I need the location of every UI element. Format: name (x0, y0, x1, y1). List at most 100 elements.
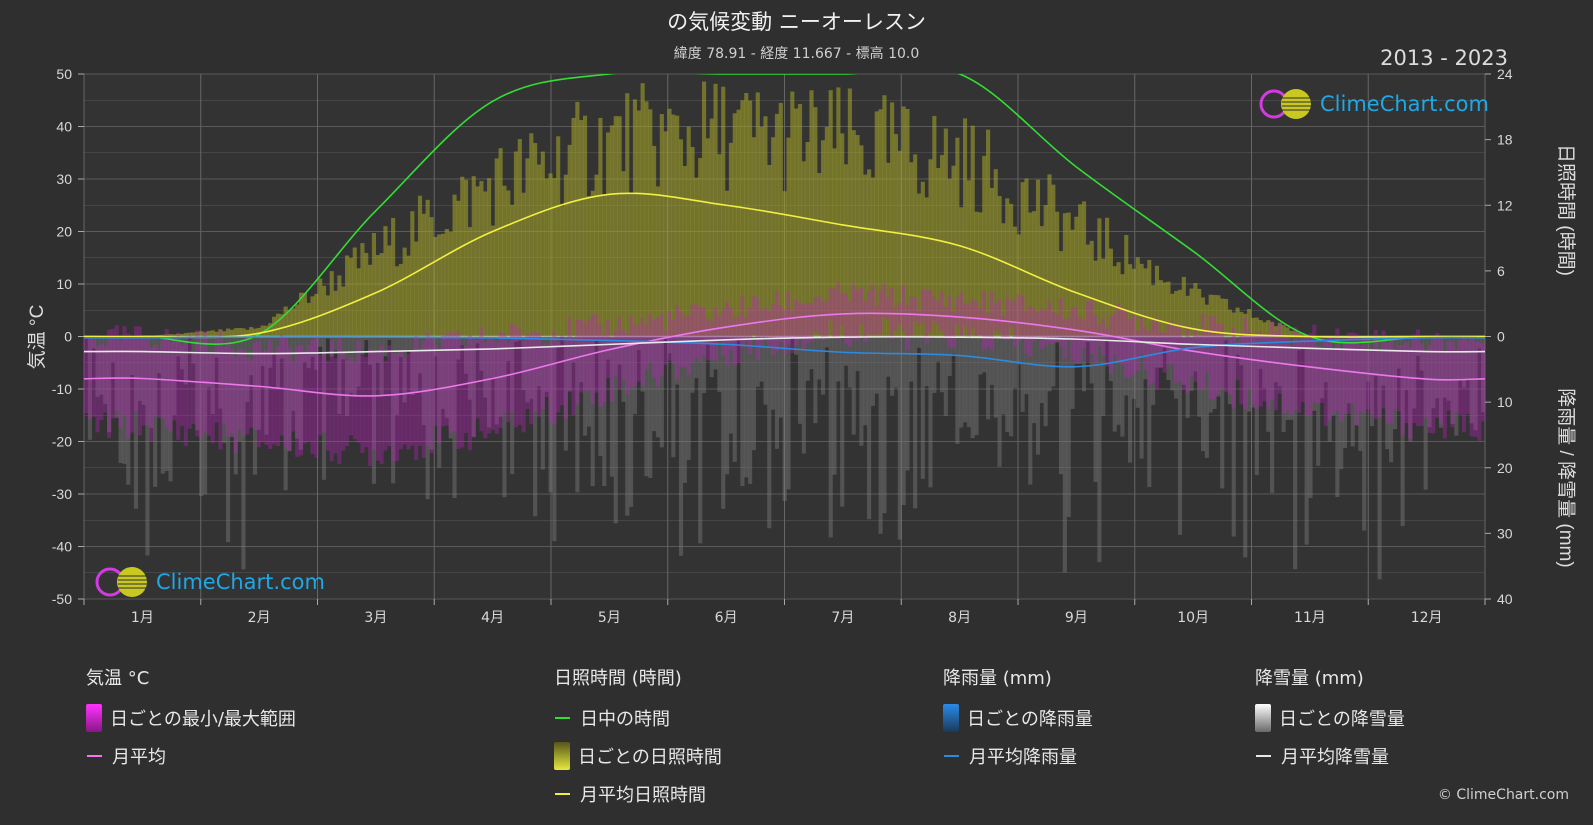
daily-precip-bar (905, 336, 910, 471)
daily-sunshine-bar (813, 107, 818, 337)
daily-temp-range-bar (713, 307, 718, 361)
daily-precip-bar (1461, 336, 1467, 388)
daily-precip-bar (1273, 336, 1279, 383)
daily-sunshine-bar (414, 241, 419, 337)
daily-temp-range-bar (487, 337, 492, 434)
daily-sunshine-bar (1051, 184, 1056, 337)
daily-precip-bar (1212, 336, 1217, 410)
daily-precip-bar (103, 336, 108, 404)
daily-precip-bar (295, 336, 300, 439)
daily-precip-bar (648, 336, 653, 478)
daily-precip-bar (1342, 336, 1348, 449)
daily-sunshine-bar (210, 330, 215, 337)
daily-sunshine-bar (1154, 265, 1160, 337)
daily-temp-range-bar (1308, 333, 1313, 416)
daily-temp-range-bar (859, 287, 864, 324)
daily-precip-bar (1408, 336, 1413, 442)
daily-precip-bar (855, 336, 860, 372)
daily-sunshine-bar (298, 292, 304, 337)
daily-temp-range-bar (302, 351, 307, 444)
daily-precip-bar (1346, 336, 1351, 404)
daily-sunshine-bar (694, 177, 699, 337)
daily-sunshine-bar (582, 115, 588, 337)
daily-temp-range-bar (1258, 331, 1263, 407)
daily-sunshine-bar (890, 102, 895, 337)
daily-temp-range-bar (1469, 336, 1474, 437)
daily-temp-range-bar (582, 322, 588, 391)
daily-temp-range-bar (1185, 326, 1190, 393)
daily-sunshine-bar (648, 109, 653, 337)
daily-temp-range-bar (460, 344, 465, 448)
daily-temp-range-bar (368, 349, 373, 466)
daily-sunshine-bar (771, 137, 776, 337)
daily-precip-bar (1477, 336, 1482, 349)
daily-precip-bar (1227, 336, 1232, 405)
daily-temp-range-bar (959, 292, 964, 336)
daily-precip-bar (529, 336, 534, 399)
daily-sunshine-bar (463, 179, 469, 337)
daily-precip-bar (974, 336, 979, 436)
logo-bottom[interactable]: ClimeChart.com (94, 566, 325, 598)
daily-temp-range-bar (759, 309, 764, 348)
daily-sunshine-bar (832, 148, 837, 337)
logo-top[interactable]: ClimeChart.com (1258, 88, 1489, 120)
daily-temp-range-bar (701, 308, 707, 356)
daily-precip-bar (870, 336, 876, 406)
daily-sunshine-bar (1235, 307, 1240, 337)
daily-temp-range-bar (782, 309, 787, 354)
daily-sunshine-bar (782, 191, 787, 337)
x-tick-label: 1月 (131, 610, 154, 626)
daily-precip-bar (275, 336, 281, 390)
legend-label: 月平均降雪量 (1281, 747, 1389, 768)
daily-sunshine-bar (1012, 226, 1018, 337)
daily-precip-bar (828, 336, 833, 538)
daily-sunshine-bar (1181, 276, 1186, 337)
daily-precip-bar (379, 336, 384, 396)
daily-temp-range-bar (606, 318, 611, 379)
daily-sunshine-bar (636, 110, 641, 337)
daily-temp-range-bar (913, 297, 918, 322)
daily-temp-range-bar (794, 299, 799, 347)
daily-precip-bar (1231, 336, 1236, 537)
daily-sunshine-bar (325, 295, 330, 337)
temp-avg-line (84, 312, 1485, 397)
daily-sunshine-bar (1189, 288, 1194, 337)
series-lines (84, 74, 1485, 397)
legend-item-snow-avg: 月平均降雪量 (1255, 737, 1405, 775)
daily-sunshine-bar (602, 195, 607, 337)
daily-temp-range-bar (352, 362, 357, 440)
daily-precip-bar (1396, 336, 1401, 369)
daily-sunshine-bar (1250, 317, 1255, 337)
daily-temp-range-bar (440, 336, 446, 427)
copyright[interactable]: © ClimeChart.com (1437, 787, 1569, 803)
daily-precip-bar (1197, 336, 1202, 417)
daily-precip-bar (567, 336, 572, 391)
daily-sunshine-bar (421, 213, 426, 337)
daily-temp-range-bar (1158, 332, 1163, 369)
daily-precip-bar (932, 336, 937, 393)
daily-precip-bar (1327, 336, 1332, 442)
daily-temp-range-bar (1189, 337, 1194, 377)
daily-sunshine-bar (345, 255, 350, 337)
legend-sun: 日照時間 (時間) 日中の時間 日ごとの日照時間 月平均日照時間 (554, 664, 722, 813)
daily-temp-range-bar (237, 348, 242, 430)
daily-precip-bar (1250, 336, 1255, 408)
daily-temp-range-bar (145, 337, 150, 426)
daily-precip-bar (728, 336, 733, 434)
daily-precip-bar (701, 336, 707, 394)
daily-sunshine-bar (667, 108, 672, 337)
daily-sunshine-bar (909, 162, 914, 337)
daily-sunshine-bar (364, 252, 369, 337)
daily-precip-bar (986, 336, 991, 420)
daily-sunshine-bar (943, 128, 948, 337)
daily-temp-range-bar (744, 317, 749, 342)
daily-sunshine-bar (936, 167, 941, 337)
daily-sunshine-bar (1047, 174, 1052, 337)
daily-sunshine-bar (1108, 248, 1113, 337)
daily-precip-bar (172, 336, 177, 415)
daily-precip-bar (847, 336, 852, 388)
daily-sunshine-bar (759, 126, 764, 337)
daily-temp-range-bar (1377, 351, 1382, 418)
daily-precip-bar (1062, 336, 1067, 573)
daily-precip-bar (410, 336, 415, 396)
